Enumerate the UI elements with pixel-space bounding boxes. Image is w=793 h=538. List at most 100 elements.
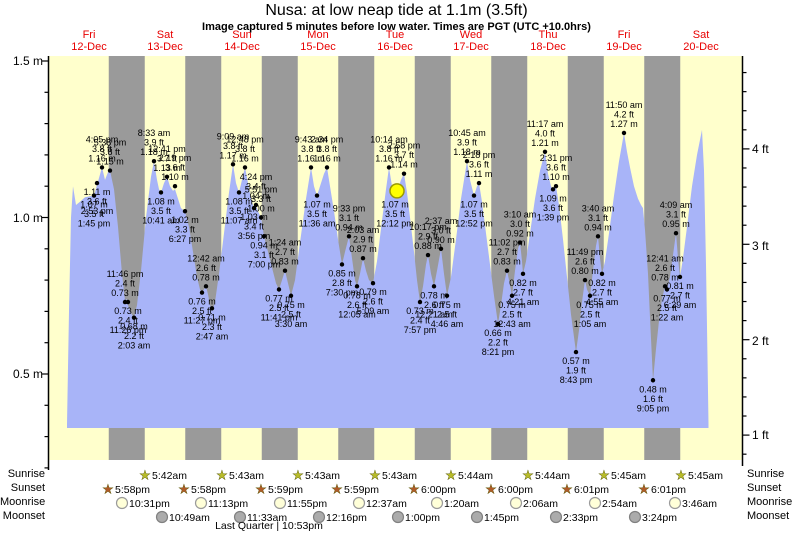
tide-event-label: 1.10 m [161,172,189,182]
tide-event-label: 10:45 am [448,128,486,138]
sunset-icon: ★ [561,483,573,498]
tide-event-label: 2.2 ft [124,331,145,341]
tide-event-label: 1.10 m [542,172,570,182]
current-time-marker [389,183,405,199]
moonrise-time: 1:20am [444,498,479,510]
tide-event-dot [553,184,559,189]
sunset-icon: ★ [638,483,650,498]
tide-event-dot [99,165,105,170]
y-axis-label-1_5m: 1.5 m [12,54,43,68]
sunrise-time: 5:43am [305,470,340,482]
sunset-time: 5:58pm [115,484,150,496]
tide-event-dot [664,287,670,292]
sunset-time: 5:58pm [191,484,226,496]
tide-event-label: 0.90 m [427,235,455,245]
tide-event-label: 3.1 ft [339,213,360,223]
tide-event-label: 1.27 m [610,119,638,129]
tide-event-label: 3.3 ft [251,194,272,204]
sunrise-icon: ★ [598,469,610,484]
tide-event-label: 2.4 ft [118,316,139,326]
row-label-moonrise-right: Moonrise [747,496,793,508]
tide-event-dot [253,202,259,208]
moonset-icon [233,510,247,524]
tide-event-label: 3.0 ft [510,219,531,229]
sunrise-icon: ★ [292,469,304,484]
moonrise-icon [273,496,287,510]
tide-event-label: 0.85 m [328,268,356,278]
tide-event-label: 11:02 pm [489,238,526,248]
tide-event-label: 8:33 am [138,128,171,138]
tide-event-dot [209,306,215,311]
sunrise-time: 5:43am [229,470,264,482]
tide-event-label: 2.9 ft [418,232,439,242]
sunset-icon: ★ [255,483,267,498]
tide-event-label: 1.08 m [225,196,253,206]
sunset-time: 5:59pm [344,484,379,496]
tide-event-label: 2.7 ft [513,287,534,297]
moonrise-icon [194,496,208,510]
tide-event-label: 2.7 ft [275,247,296,257]
tide-event-label: 2:19 pm [159,153,192,163]
tide-event-label: 2.6 ft [196,263,217,273]
tide-event-label: 12:12 pm [376,219,414,229]
moonset-time: 12:16pm [326,512,367,524]
tide-event-label: 2.7 ft [497,247,518,257]
tide-event-label: 5:09 am [357,306,390,316]
tide-event-label: 3.1 ft [254,250,275,260]
tide-event-label: 0.82 m [509,278,537,288]
moonset-time: 10:49am [169,512,210,524]
tide-event-dot [94,180,100,186]
tide-event-label: 7:57 pm [404,325,437,335]
tide-event-dot [509,293,515,298]
moonrise-time: 11:13pm [208,498,248,510]
tide-event-label: 3.6 ft [165,163,186,173]
tide-event-label: 11:36 am [299,219,336,229]
tide-event-dot [438,246,444,251]
tide-event-label: 2.5 ft [192,306,213,316]
sunrise-icon: ★ [369,469,381,484]
tide-event-label: 5:38 pm [94,138,127,148]
tide-event-label: 11:17 am [527,119,564,129]
tide-event-label: 1.07 m [381,200,409,210]
sunrise-time: 5:44am [458,470,493,482]
tide-event-label: 1.04 m [242,191,270,201]
tide-event-dot [587,293,593,298]
moonset-time: 3:24pm [642,512,677,524]
moonset-icon [391,510,405,524]
tide-event-label: 0.77 m [265,293,293,303]
tide-event-label: 0.94 m [584,222,612,232]
tide-event-label: 2.5 ft [437,309,458,319]
tide-event-label: 3.4 ft [246,181,267,191]
tide-event-label: 2.2 ft [488,337,509,347]
moonrise-time: 10:31pm [129,498,170,510]
tide-event-label: 1.16 m [313,153,341,163]
moonset-icon [155,510,169,524]
tide-event-label: 3.7 ft [157,153,178,163]
tide-event-dot [288,293,294,298]
tide-event-dot [476,180,482,186]
tide-event-dot [464,158,470,164]
row-label-moonrise-left: Moonrise [0,496,46,508]
y-axis-label-1_0m: 1.0 m [12,211,43,225]
y-axis-label-0_5m: 0.5 m [12,367,43,381]
day-label-date: 13-Dec [147,41,183,53]
tide-event-label: 0.82 m [588,278,616,288]
tide-event-label: 10:14 am [370,134,408,144]
row-label-moonset-left: Moonset [2,510,45,522]
sunrise-time: 5:43am [382,470,417,482]
chart-subtitle: Image captured 5 minutes before low wate… [202,21,591,33]
tide-event-label: 2.5 ft [269,303,290,313]
tide-event-label: 0.79 m [359,287,387,297]
day-label-date: 20-Dec [683,41,719,53]
sunset-time: 6:00pm [498,484,533,496]
tide-event-label: 2.3 ft [202,322,223,332]
day-label-weekday: Fri [83,29,96,41]
tide-event-label: 4:46 am [431,319,464,329]
tide-event-label: 0.83 m [493,257,521,267]
moonset-time: 1:45pm [484,512,519,524]
tide-event-label: 2.6 ft [347,300,368,310]
tide-event-label: 11:26 pm [110,325,147,335]
tide-event-dot [354,284,360,289]
tide-event-label: 3.5 ft [84,209,105,219]
